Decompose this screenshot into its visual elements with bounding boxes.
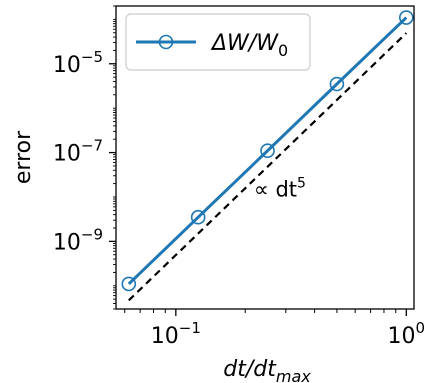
plot-area: ∝ dt5: [121, 10, 414, 302]
annotation-superscript: 5: [297, 175, 306, 191]
y-tick-label: 10−5: [53, 48, 103, 78]
data-point: [190, 209, 206, 225]
x-axis-label-main: dt/dt: [223, 357, 277, 382]
y-tick-exponent: −5: [81, 48, 103, 66]
y-tick-label: 10−7: [53, 137, 103, 167]
reference-line-dt5: [128, 32, 408, 302]
axes-frame: [115, 5, 415, 310]
x-tick-exponent: 0: [416, 319, 425, 337]
legend-label-subscript: 0: [278, 41, 288, 60]
annotation-text: ∝ dt: [254, 177, 297, 201]
data-point: [121, 276, 137, 292]
x-axis-label-subscript: max: [276, 367, 311, 383]
y-tick-label: 10−9: [53, 225, 103, 255]
annotation-proportional-dt5: ∝ dt5: [254, 175, 306, 201]
y-tick-base: 10: [53, 230, 81, 255]
legend-label: ΔW/W0: [210, 31, 288, 60]
series-line-0: [127, 16, 408, 286]
y-tick-base: 10: [53, 53, 81, 78]
x-axis-label: dt/dtmax: [223, 357, 311, 383]
legend: ΔW/W0: [125, 13, 311, 71]
data-point: [398, 10, 414, 25]
y-tick-exponent: −7: [81, 137, 103, 155]
y-tick-base: 10: [53, 142, 81, 167]
y-tick-exponent: −9: [81, 225, 103, 243]
data-point: [260, 143, 275, 159]
x-tick-base: 10: [151, 324, 179, 349]
x-tick-label: 10−1: [151, 319, 201, 349]
legend-box: [125, 13, 311, 71]
x-tick-base: 10: [388, 324, 416, 349]
legend-label-main: ΔW/W: [210, 31, 279, 56]
x-tick-exponent: −1: [179, 319, 201, 337]
data-point: [329, 76, 345, 92]
x-tick-label: 100: [388, 319, 425, 349]
legend-marker: [158, 34, 174, 50]
y-axis-label: error: [11, 130, 36, 184]
